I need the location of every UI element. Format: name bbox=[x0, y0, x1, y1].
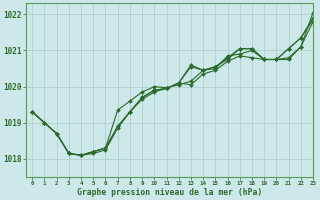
X-axis label: Graphe pression niveau de la mer (hPa): Graphe pression niveau de la mer (hPa) bbox=[77, 188, 262, 197]
